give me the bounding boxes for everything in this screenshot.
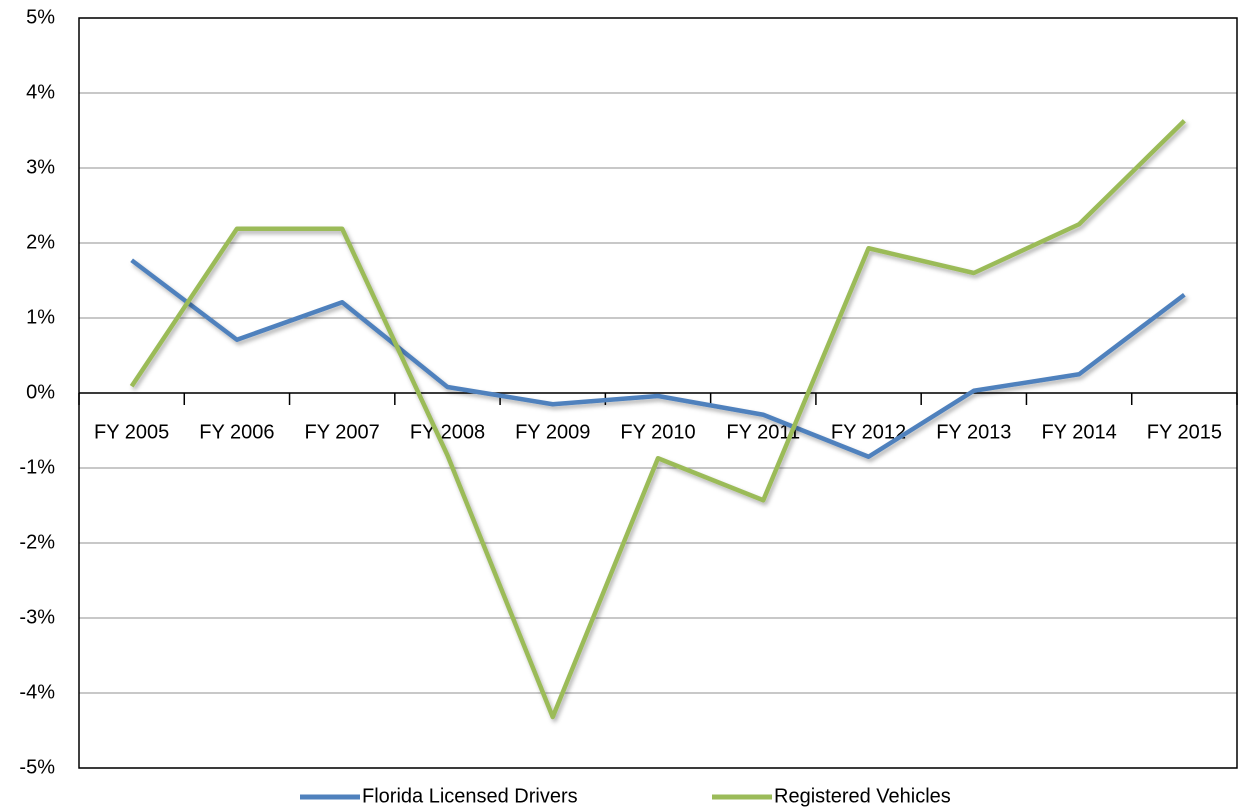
series-line — [130, 258, 1186, 459]
y-tick-label: 4% — [26, 81, 55, 103]
x-tick-label: FY 2005 — [94, 421, 169, 443]
x-tick-label: FY 2014 — [1041, 421, 1116, 443]
x-tick-label: FY 2015 — [1147, 421, 1222, 443]
legend-label: Florida Licensed Drivers — [362, 785, 578, 807]
y-tick-label: 5% — [26, 6, 55, 28]
y-tick-label: 2% — [26, 231, 55, 253]
y-tick-label: 1% — [26, 306, 55, 328]
series-line — [129, 119, 1186, 720]
legend-label: Registered Vehicles — [774, 785, 951, 807]
y-tick-label: -1% — [19, 456, 55, 478]
x-tick-label: FY 2009 — [515, 421, 590, 443]
y-tick-label: 3% — [26, 156, 55, 178]
y-tick-label: -3% — [19, 606, 55, 628]
y-tick-label: -2% — [19, 531, 55, 553]
x-tick-label: FY 2013 — [936, 421, 1011, 443]
x-tick-label: FY 2010 — [620, 421, 695, 443]
x-tick-label: FY 2007 — [305, 421, 380, 443]
x-tick-label: FY 2008 — [410, 421, 485, 443]
y-tick-label: -5% — [19, 756, 55, 778]
x-tick-label: FY 2006 — [199, 421, 274, 443]
x-tick-label: FY 2012 — [831, 421, 906, 443]
y-tick-label: 0% — [26, 381, 55, 403]
y-tick-label: -4% — [19, 681, 55, 703]
x-tick-label: FY 2011 — [726, 421, 800, 443]
